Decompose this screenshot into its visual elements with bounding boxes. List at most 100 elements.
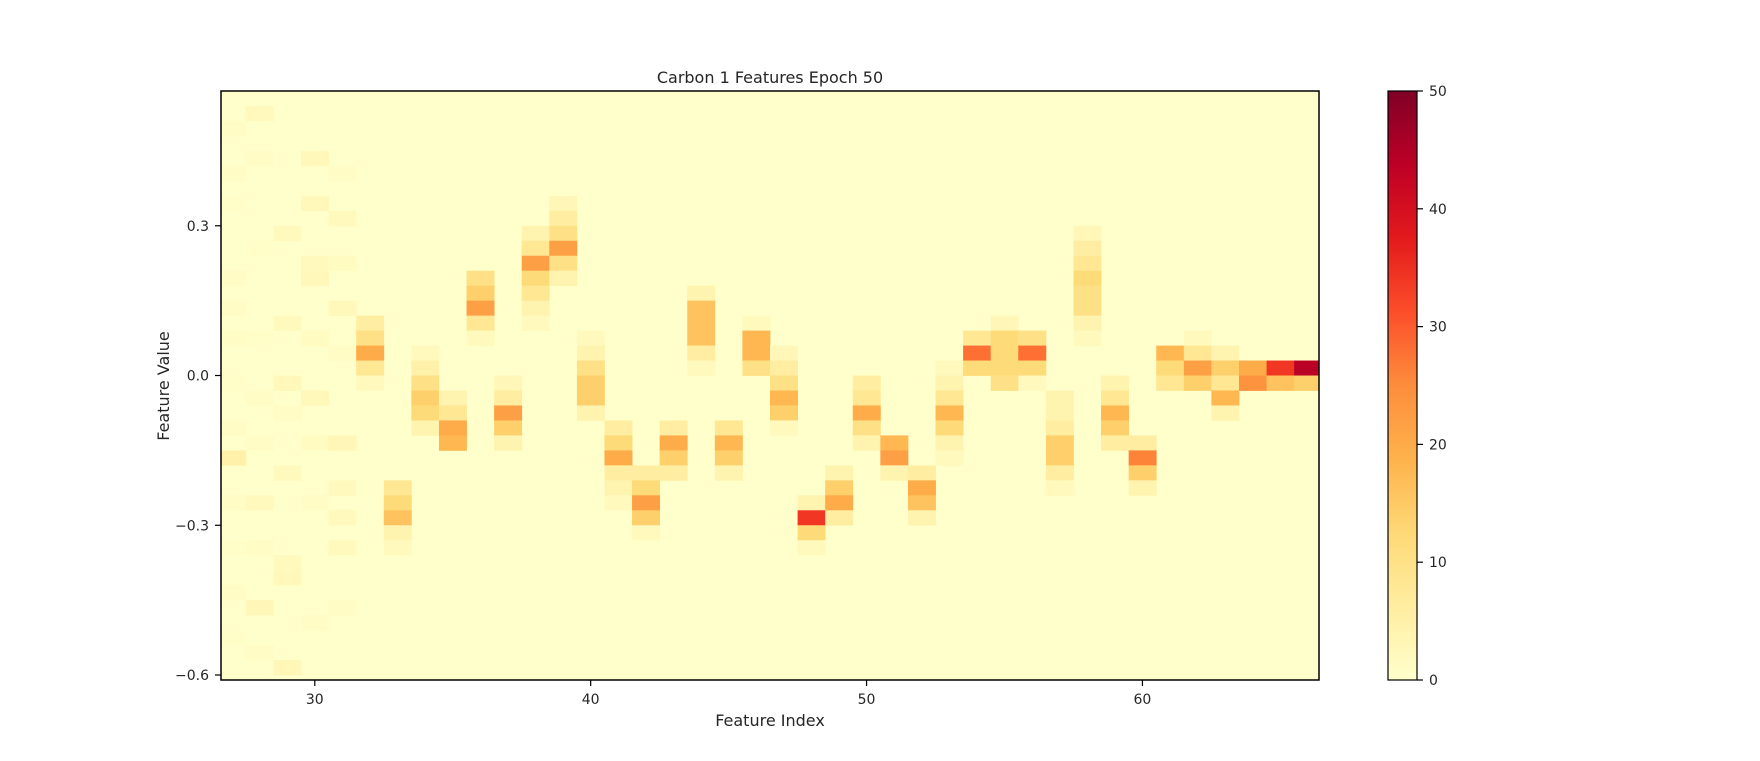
- heatmap-cell: [1128, 465, 1157, 481]
- heatmap-cell: [221, 195, 247, 212]
- plot-frame: [220, 90, 1320, 681]
- heatmap-cell: [604, 480, 633, 496]
- x-tick-label: 40: [582, 692, 600, 708]
- heatmap-cell: [990, 375, 1019, 391]
- heatmap-cell: [797, 510, 826, 526]
- heatmap-cell: [221, 585, 247, 601]
- heatmap-cell: [797, 525, 826, 541]
- heatmap-cell: [714, 435, 743, 451]
- chart-title: Carbon 1 Features Epoch 50: [657, 68, 883, 87]
- heatmap-cell: [1294, 375, 1319, 391]
- heatmap-cell: [1073, 315, 1102, 331]
- heatmap-cell: [521, 225, 550, 242]
- heatmap-cell: [466, 315, 495, 331]
- heatmap-cell: [328, 480, 357, 496]
- colorbar-tick-label: 40: [1429, 202, 1447, 218]
- colorbar-tick-label: 10: [1429, 555, 1447, 571]
- y-tick-label: 0.3: [187, 219, 209, 235]
- heatmap-cell: [1211, 375, 1240, 391]
- heatmap-cell: [1073, 285, 1102, 302]
- heatmap-cell: [549, 210, 578, 227]
- heatmap-cell: [1101, 390, 1130, 406]
- heatmap-cell: [1073, 330, 1102, 346]
- heatmap-cell: [852, 405, 881, 421]
- heatmap-cell: [549, 255, 578, 272]
- heatmap-cell: [221, 300, 247, 317]
- colorbar-tick-label: 0: [1429, 673, 1438, 689]
- heatmap-cell: [935, 435, 964, 451]
- heatmap-cell: [1018, 345, 1047, 361]
- x-axis-label: Feature Index: [715, 711, 825, 730]
- heatmap-cell: [1101, 405, 1130, 421]
- heatmap-cell: [301, 255, 329, 272]
- heatmap-cell: [604, 465, 633, 481]
- heatmap-cell: [411, 390, 440, 406]
- heatmap-cell: [301, 270, 329, 287]
- heatmap-cell: [438, 405, 467, 421]
- heatmap-cell: [825, 465, 854, 481]
- heatmap-cell: [1073, 225, 1102, 242]
- heatmap-cell: [466, 270, 495, 287]
- heatmap-cell: [687, 315, 716, 331]
- heatmap-cell: [632, 510, 661, 526]
- heatmap-cell: [301, 495, 329, 511]
- heatmap-cell: [1266, 375, 1295, 391]
- y-axis-label: Feature Value: [154, 331, 173, 440]
- heatmap-cell: [604, 450, 633, 466]
- heatmap-cell: [632, 495, 661, 511]
- colorbar-tick-label: 30: [1429, 320, 1447, 336]
- heatmap-cell: [273, 465, 302, 481]
- heatmap-cell: [770, 420, 798, 436]
- y-axis-ticks: −0.6 −0.3 0.0 0.3: [175, 219, 221, 684]
- heatmap-cell: [1045, 420, 1074, 436]
- heatmap-cell: [1183, 375, 1212, 391]
- heatmap-cell: [1018, 330, 1047, 346]
- heatmap-cell: [494, 435, 523, 451]
- heatmap-cell: [438, 420, 467, 436]
- x-axis-ticks: 30 40 50 60: [306, 680, 1151, 708]
- heatmap-cell: [1183, 360, 1212, 376]
- heatmap-cell: [963, 360, 992, 376]
- heatmap-cell: [632, 480, 661, 496]
- heatmap-cell: [1128, 480, 1157, 496]
- heatmap-cell: [494, 390, 523, 406]
- heatmap-cell: [1211, 390, 1240, 406]
- heatmap-cell: [1073, 270, 1102, 287]
- heatmap-cell: [1045, 405, 1074, 421]
- heatmap-cell: [1238, 375, 1267, 391]
- y-tick-label: −0.3: [175, 518, 209, 534]
- heatmap-cell: [383, 510, 412, 526]
- heatmap-cell: [742, 360, 771, 376]
- heatmap-cell: [221, 330, 247, 346]
- heatmap-cell: [907, 465, 936, 481]
- heatmap-cell: [742, 345, 771, 361]
- heatmap-cell: [1211, 360, 1240, 376]
- heatmap-cell: [990, 315, 1019, 331]
- heatmap-cell: [383, 540, 412, 556]
- heatmap-cell: [1156, 375, 1185, 391]
- heatmap-cell: [245, 495, 274, 511]
- heatmap-cell: [521, 240, 550, 257]
- heatmap-cell: [466, 285, 495, 302]
- heatmap-cell: [245, 330, 274, 346]
- heatmap-cell: [797, 540, 826, 556]
- heatmap-cell: [273, 375, 302, 391]
- heatmap-cell: [221, 165, 247, 182]
- heatmap-cell: [742, 315, 771, 331]
- heatmap-cell: [604, 420, 633, 436]
- heatmap-cell: [632, 525, 661, 541]
- heatmap-cell: [273, 225, 302, 242]
- heatmap-cell: [1073, 300, 1102, 317]
- heatmap-cell: [221, 495, 247, 511]
- heatmap-cell: [1045, 480, 1074, 496]
- heatmap-cell: [990, 345, 1019, 361]
- heatmap-cell: [935, 360, 964, 376]
- heatmap-cell: [880, 450, 909, 466]
- heatmap-cell: [328, 255, 357, 272]
- heatmap-cell: [880, 465, 909, 481]
- heatmap-cell: [1101, 435, 1130, 451]
- heatmap-cell: [880, 435, 909, 451]
- heatmap-cell: [907, 495, 936, 511]
- heatmap-cell: [328, 600, 357, 616]
- heatmap-cell: [411, 345, 440, 361]
